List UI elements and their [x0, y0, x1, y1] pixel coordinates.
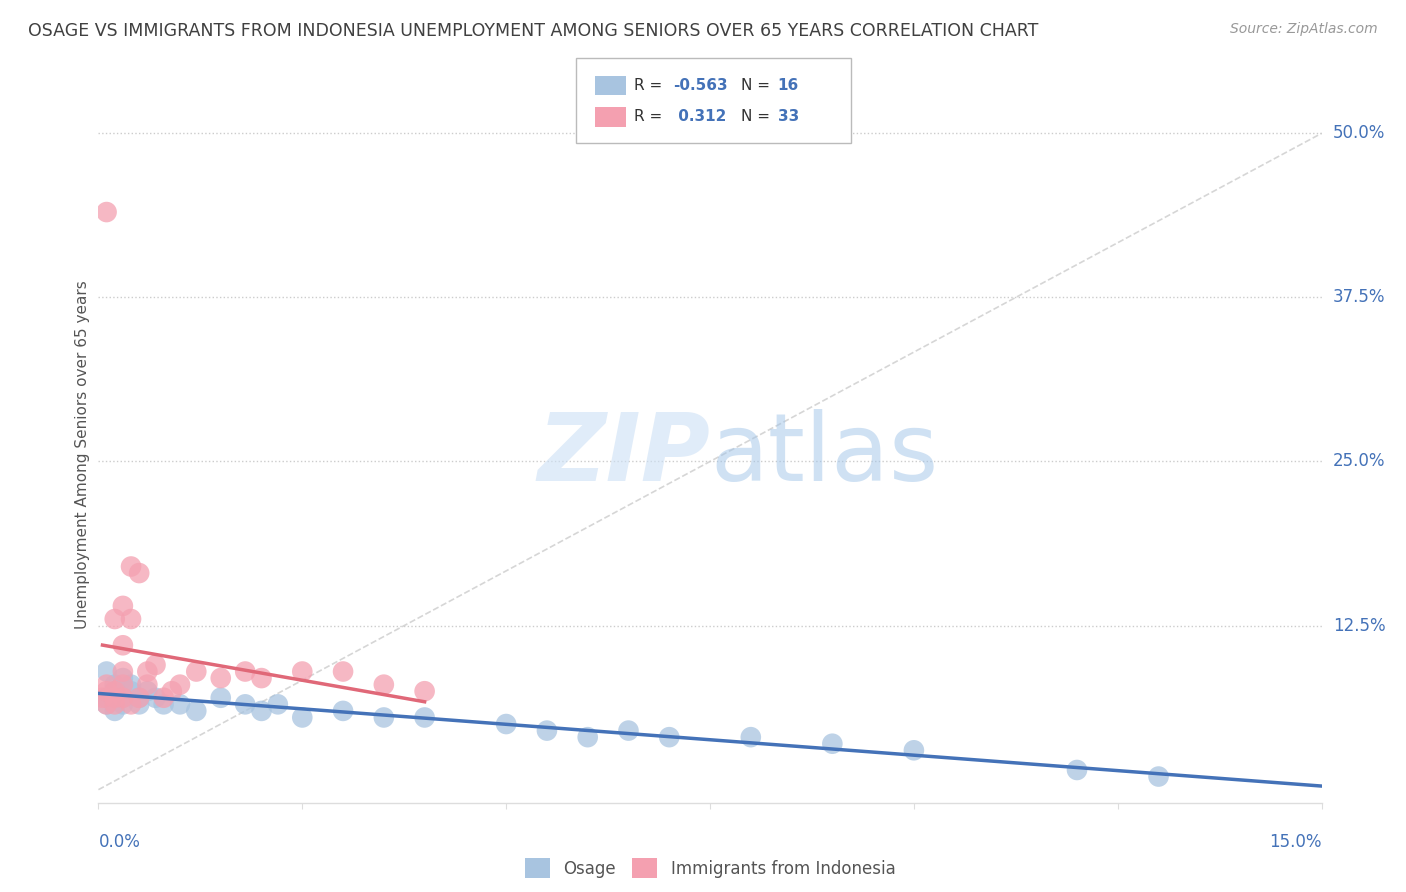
Legend: Osage, Immigrants from Indonesia: Osage, Immigrants from Indonesia: [517, 851, 903, 885]
Point: [209, 690, 232, 705]
Text: ZIP: ZIP: [537, 409, 710, 501]
Point: [136, 684, 159, 698]
Point: [145, 657, 167, 672]
Point: [373, 710, 395, 724]
Point: [111, 690, 134, 705]
Point: [169, 678, 191, 692]
Text: 16: 16: [778, 78, 799, 93]
Point: [96, 690, 118, 705]
Point: [120, 698, 142, 712]
Point: [96, 665, 118, 679]
Point: [152, 698, 174, 712]
Point: [96, 684, 118, 698]
Text: 50.0%: 50.0%: [1333, 124, 1385, 143]
Point: [111, 671, 134, 685]
Point: [128, 566, 150, 580]
Point: [104, 684, 127, 698]
Point: [145, 690, 167, 705]
Point: [267, 698, 290, 712]
Point: [120, 678, 142, 692]
Text: N =: N =: [741, 78, 775, 93]
Text: R =: R =: [634, 78, 668, 93]
Point: [104, 698, 127, 712]
Point: [821, 737, 844, 751]
Point: [413, 684, 436, 698]
Point: [250, 671, 273, 685]
Point: [1066, 763, 1088, 777]
Point: [233, 665, 256, 679]
Point: [740, 730, 762, 744]
Point: [120, 612, 142, 626]
Point: [186, 704, 208, 718]
Point: [576, 730, 599, 744]
Point: [373, 678, 395, 692]
Point: [495, 717, 517, 731]
Point: [233, 698, 256, 712]
Point: [96, 698, 118, 712]
Point: [291, 710, 314, 724]
Point: [104, 690, 127, 705]
Point: [120, 559, 142, 574]
Text: 12.5%: 12.5%: [1333, 616, 1385, 634]
Point: [104, 678, 127, 692]
Text: atlas: atlas: [710, 409, 938, 501]
Point: [96, 698, 118, 712]
Y-axis label: Unemployment Among Seniors over 65 years: Unemployment Among Seniors over 65 years: [75, 281, 90, 629]
Point: [413, 710, 436, 724]
Point: [111, 599, 134, 613]
Point: [128, 698, 150, 712]
Point: [104, 704, 127, 718]
Point: [250, 704, 273, 718]
Point: [160, 684, 183, 698]
Point: [128, 690, 150, 705]
Point: [209, 671, 232, 685]
Point: [658, 730, 681, 744]
Point: [617, 723, 640, 738]
Point: [152, 690, 174, 705]
Point: [104, 684, 127, 698]
Point: [136, 665, 159, 679]
Point: [903, 743, 925, 757]
Text: 0.312: 0.312: [673, 110, 727, 124]
Point: [96, 205, 118, 219]
Point: [536, 723, 558, 738]
Text: 37.5%: 37.5%: [1333, 288, 1385, 306]
Point: [111, 698, 134, 712]
Point: [169, 698, 191, 712]
Point: [332, 704, 354, 718]
Text: 25.0%: 25.0%: [1333, 452, 1385, 470]
Point: [332, 665, 354, 679]
Point: [111, 690, 134, 705]
Text: -0.563: -0.563: [673, 78, 728, 93]
Point: [120, 684, 142, 698]
Point: [136, 678, 159, 692]
Point: [1147, 770, 1170, 784]
Point: [111, 638, 134, 652]
Point: [111, 665, 134, 679]
Text: 15.0%: 15.0%: [1270, 833, 1322, 851]
Point: [96, 678, 118, 692]
Text: N =: N =: [741, 110, 775, 124]
Point: [104, 612, 127, 626]
Text: Source: ZipAtlas.com: Source: ZipAtlas.com: [1230, 22, 1378, 37]
Text: 33: 33: [778, 110, 799, 124]
Point: [111, 678, 134, 692]
Point: [91, 690, 114, 705]
Point: [186, 665, 208, 679]
Point: [291, 665, 314, 679]
Text: OSAGE VS IMMIGRANTS FROM INDONESIA UNEMPLOYMENT AMONG SENIORS OVER 65 YEARS CORR: OSAGE VS IMMIGRANTS FROM INDONESIA UNEMP…: [28, 22, 1039, 40]
Text: 0.0%: 0.0%: [98, 833, 141, 851]
Point: [128, 690, 150, 705]
Text: R =: R =: [634, 110, 668, 124]
